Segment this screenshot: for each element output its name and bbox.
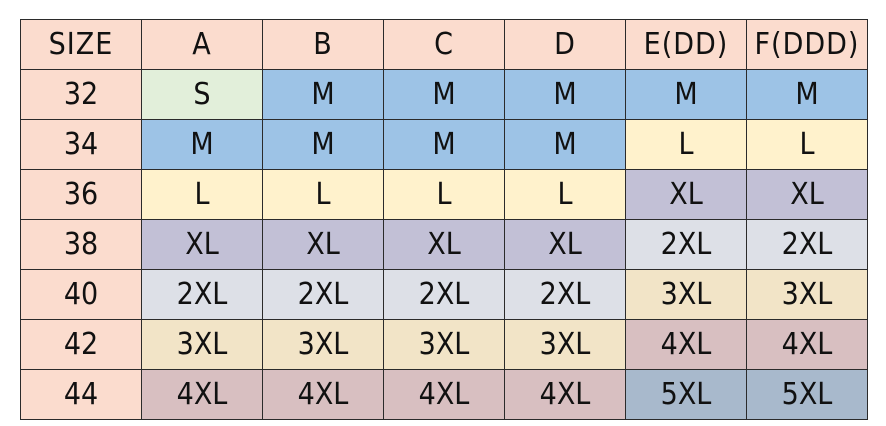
size-cell: 4XL xyxy=(383,369,505,420)
size-cell: 3XL xyxy=(141,319,263,370)
size-chart-body: 32 S M M M M M 34 M M M M L L 36 L L L L XL XL 38 XL XL XL XL 2XL 2… xyxy=(20,69,868,420)
band-size-cell: 44 xyxy=(20,369,142,420)
header-cup-e: E(DD) xyxy=(625,19,747,70)
size-cell: S xyxy=(141,69,263,120)
size-cell: M xyxy=(383,119,505,170)
table-row: 44 4XL 4XL 4XL 4XL 5XL 5XL xyxy=(20,369,868,420)
table-row: 36 L L L L XL XL xyxy=(20,169,868,220)
size-cell: L xyxy=(141,169,263,220)
band-size-cell: 34 xyxy=(20,119,142,170)
size-cell: XL xyxy=(625,169,747,220)
size-cell: XL xyxy=(383,219,505,270)
size-cell: 4XL xyxy=(625,319,747,370)
size-cell: L xyxy=(625,119,747,170)
size-cell: 2XL xyxy=(625,219,747,270)
header-row: SIZE A B C D E(DD) F(DDD) xyxy=(20,19,868,70)
size-cell: 3XL xyxy=(504,319,626,370)
size-cell: M xyxy=(262,119,384,170)
size-cell: 5XL xyxy=(746,369,868,420)
header-cup-b: B xyxy=(262,19,384,70)
header-cup-a: A xyxy=(141,19,263,70)
table-row: 32 S M M M M M xyxy=(20,69,868,120)
size-cell: 2XL xyxy=(141,269,263,320)
bra-size-chart-table: SIZE A B C D E(DD) F(DDD) 32 S M M M M M 34 M M M M… xyxy=(20,19,868,420)
header-cup-d: D xyxy=(504,19,626,70)
size-cell: M xyxy=(504,119,626,170)
table-row: 40 2XL 2XL 2XL 2XL 3XL 3XL xyxy=(20,269,868,320)
header-cup-f: F(DDD) xyxy=(746,19,868,70)
size-cell: 2XL xyxy=(383,269,505,320)
table-row: 34 M M M M L L xyxy=(20,119,868,170)
size-cell: 5XL xyxy=(625,369,747,420)
table-row: 42 3XL 3XL 3XL 3XL 4XL 4XL xyxy=(20,319,868,370)
band-size-cell: 32 xyxy=(20,69,142,120)
size-cell: M xyxy=(625,69,747,120)
size-cell: M xyxy=(383,69,505,120)
band-size-cell: 40 xyxy=(20,269,142,320)
size-cell: 3XL xyxy=(746,269,868,320)
size-cell: 2XL xyxy=(262,269,384,320)
size-cell: 3XL xyxy=(262,319,384,370)
size-cell: 3XL xyxy=(383,319,505,370)
size-cell: M xyxy=(746,69,868,120)
size-cell: XL xyxy=(262,219,384,270)
size-cell: XL xyxy=(141,219,263,270)
table-row: 38 XL XL XL XL 2XL 2XL xyxy=(20,219,868,270)
size-cell: XL xyxy=(746,169,868,220)
size-cell: 3XL xyxy=(625,269,747,320)
size-cell: L xyxy=(504,169,626,220)
band-size-cell: 42 xyxy=(20,319,142,370)
header-size-label: SIZE xyxy=(20,19,142,70)
size-cell: M xyxy=(504,69,626,120)
header-cup-c: C xyxy=(383,19,505,70)
size-cell: M xyxy=(262,69,384,120)
size-cell: 2XL xyxy=(746,219,868,270)
band-size-cell: 36 xyxy=(20,169,142,220)
size-cell: M xyxy=(141,119,263,170)
size-cell: XL xyxy=(504,219,626,270)
band-size-cell: 38 xyxy=(20,219,142,270)
size-chart-container: SIZE A B C D E(DD) F(DDD) 32 S M M M M M 34 M M M M… xyxy=(20,19,868,420)
size-cell: 4XL xyxy=(262,369,384,420)
size-cell: 4XL xyxy=(504,369,626,420)
size-cell: 2XL xyxy=(504,269,626,320)
size-cell: L xyxy=(746,119,868,170)
size-cell: 4XL xyxy=(746,319,868,370)
size-cell: L xyxy=(383,169,505,220)
size-cell: 4XL xyxy=(141,369,263,420)
size-cell: L xyxy=(262,169,384,220)
